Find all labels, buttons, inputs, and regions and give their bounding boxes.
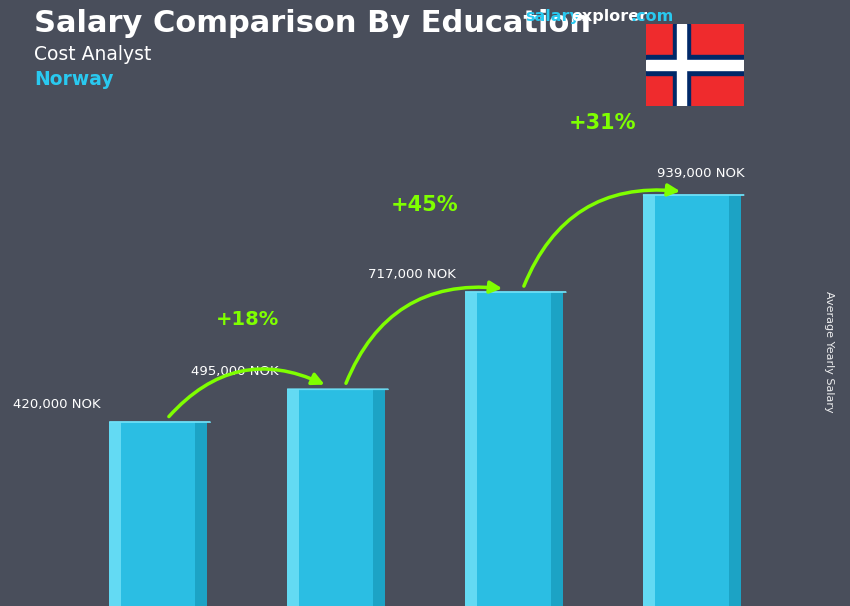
Text: Norway: Norway	[34, 70, 114, 88]
Bar	[287, 389, 299, 606]
Bar	[646, 55, 744, 75]
Bar	[196, 422, 207, 606]
Text: 420,000 NOK: 420,000 NOK	[13, 398, 100, 411]
Text: +18%: +18%	[215, 310, 279, 329]
Text: 717,000 NOK: 717,000 NOK	[368, 268, 456, 281]
Text: .com: .com	[631, 9, 674, 24]
Text: 939,000 NOK: 939,000 NOK	[657, 167, 745, 180]
Text: Average Yearly Salary: Average Yearly Salary	[824, 291, 834, 412]
Text: +31%: +31%	[570, 113, 637, 133]
Bar	[677, 24, 686, 106]
Bar	[646, 60, 744, 70]
Bar	[643, 195, 741, 606]
Bar	[729, 195, 741, 606]
Text: salary: salary	[525, 9, 581, 24]
Bar	[287, 389, 385, 606]
Text: explorer: explorer	[571, 9, 648, 24]
Text: Cost Analyst: Cost Analyst	[34, 45, 151, 64]
Bar	[643, 195, 654, 606]
Text: +45%: +45%	[391, 195, 459, 215]
Bar	[551, 292, 563, 606]
Bar	[109, 422, 121, 606]
Bar	[109, 422, 207, 606]
Bar	[465, 292, 477, 606]
Bar	[672, 24, 690, 106]
Bar	[465, 292, 563, 606]
Text: 495,000 NOK: 495,000 NOK	[190, 365, 278, 378]
Text: Salary Comparison By Education: Salary Comparison By Education	[34, 9, 591, 38]
Bar	[373, 389, 385, 606]
